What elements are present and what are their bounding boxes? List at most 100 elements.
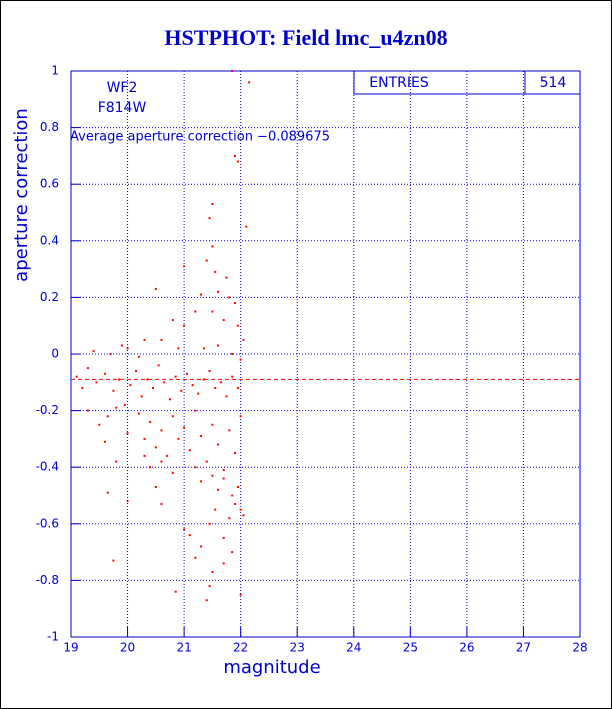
y-tick-label: 1 bbox=[51, 64, 59, 78]
point bbox=[115, 406, 118, 409]
average-label: Average aperture correction −0.089675 bbox=[70, 130, 330, 145]
point bbox=[95, 381, 98, 384]
point bbox=[245, 225, 248, 228]
point bbox=[92, 350, 95, 353]
point bbox=[154, 446, 157, 449]
point bbox=[208, 217, 211, 220]
point bbox=[112, 389, 115, 392]
point bbox=[200, 480, 203, 483]
point bbox=[177, 437, 180, 440]
point bbox=[143, 437, 146, 440]
point bbox=[236, 160, 239, 163]
point bbox=[222, 562, 225, 565]
point bbox=[163, 381, 166, 384]
point bbox=[231, 353, 234, 355]
annotation: WF2 bbox=[107, 80, 138, 96]
point bbox=[75, 375, 78, 378]
point bbox=[146, 378, 149, 381]
point bbox=[143, 454, 146, 457]
point bbox=[205, 460, 208, 463]
point bbox=[217, 488, 220, 491]
point bbox=[211, 570, 214, 573]
x-tick-label: 22 bbox=[233, 641, 248, 655]
point bbox=[120, 344, 123, 347]
x-tick-label: 25 bbox=[403, 641, 418, 655]
y-tick-label: -0.2 bbox=[36, 403, 59, 417]
point bbox=[211, 474, 214, 477]
point bbox=[239, 593, 242, 596]
point bbox=[185, 372, 188, 375]
point bbox=[234, 302, 237, 305]
chart-title: HSTPHOT: Field lmc_u4zn08 bbox=[164, 25, 447, 50]
x-tick-label: 23 bbox=[290, 641, 305, 655]
y-tick-label: 0.2 bbox=[40, 290, 59, 304]
point bbox=[239, 415, 242, 418]
point bbox=[143, 338, 146, 341]
point bbox=[194, 466, 197, 469]
point bbox=[149, 420, 152, 423]
point bbox=[112, 559, 115, 562]
point bbox=[222, 477, 225, 480]
stats-value: 514 bbox=[540, 75, 567, 91]
x-tick-label: 19 bbox=[63, 641, 78, 655]
point bbox=[225, 395, 228, 398]
point bbox=[214, 270, 217, 273]
point bbox=[183, 528, 186, 531]
x-tick-label: 21 bbox=[176, 641, 191, 655]
point bbox=[242, 514, 245, 517]
point bbox=[217, 344, 220, 347]
point bbox=[234, 502, 237, 505]
point bbox=[228, 517, 231, 520]
point bbox=[152, 386, 155, 389]
point bbox=[137, 412, 140, 415]
point bbox=[160, 338, 163, 341]
point bbox=[194, 310, 197, 313]
y-tick-label: 0.4 bbox=[40, 233, 59, 247]
point bbox=[123, 403, 126, 406]
point bbox=[149, 466, 152, 469]
point bbox=[200, 435, 203, 438]
point bbox=[202, 347, 205, 350]
y-tick-label: -1 bbox=[47, 630, 59, 644]
point bbox=[236, 324, 239, 327]
point bbox=[211, 423, 214, 426]
point bbox=[168, 398, 171, 401]
point bbox=[135, 369, 138, 372]
point bbox=[211, 310, 214, 313]
point bbox=[222, 536, 225, 539]
point bbox=[174, 590, 177, 593]
point bbox=[183, 426, 186, 429]
point bbox=[103, 440, 106, 443]
point bbox=[126, 347, 129, 350]
point bbox=[171, 415, 174, 418]
point bbox=[194, 409, 197, 412]
point bbox=[239, 358, 242, 361]
point bbox=[157, 364, 160, 367]
point bbox=[217, 443, 220, 446]
point bbox=[126, 500, 129, 503]
point bbox=[137, 355, 140, 358]
point bbox=[236, 486, 239, 489]
point bbox=[188, 534, 191, 537]
point bbox=[109, 353, 112, 355]
point bbox=[211, 245, 214, 248]
point bbox=[214, 386, 217, 389]
point bbox=[106, 491, 109, 494]
point bbox=[214, 508, 217, 511]
y-tick-label: 0 bbox=[51, 347, 59, 361]
point bbox=[228, 429, 231, 432]
x-axis-title: magnitude bbox=[223, 657, 320, 678]
point bbox=[180, 389, 183, 392]
point bbox=[160, 429, 163, 432]
annotation: F814W bbox=[98, 100, 147, 116]
x-tick-label: 28 bbox=[572, 641, 587, 655]
y-tick-label: 0.6 bbox=[40, 177, 59, 191]
point bbox=[239, 508, 242, 511]
point bbox=[231, 70, 234, 72]
point bbox=[166, 454, 169, 457]
point bbox=[160, 502, 163, 505]
point bbox=[115, 460, 118, 463]
point bbox=[234, 154, 237, 157]
point bbox=[81, 386, 84, 389]
y-axis-title: aperture correction bbox=[11, 108, 32, 282]
